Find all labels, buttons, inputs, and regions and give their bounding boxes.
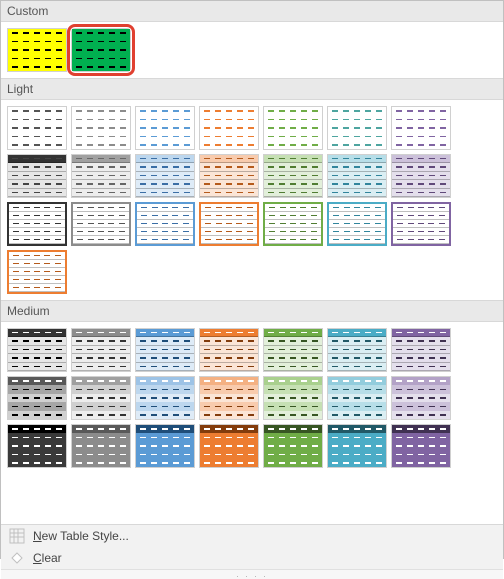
clear-item[interactable]: Clear <box>1 547 503 569</box>
table-style-light-border-orange[interactable] <box>199 202 259 246</box>
style-gallery-scroll[interactable]: Custom Light Medium <box>1 1 503 524</box>
table-style-med-band-gray[interactable] <box>71 376 131 420</box>
table-style-light-none-gray[interactable] <box>71 106 131 150</box>
new-table-style-item[interactable]: New Table Style... <box>1 525 503 547</box>
table-style-med-dark-green[interactable] <box>263 424 323 468</box>
table-style-custom-yellow[interactable] <box>7 28 67 72</box>
table-style-med-dark-blue[interactable] <box>135 424 195 468</box>
table-style-med-dark-purple[interactable] <box>391 424 451 468</box>
resize-grip[interactable]: . . . . <box>1 569 503 579</box>
table-style-med-dark-dark[interactable] <box>7 424 67 468</box>
table-style-custom-green[interactable] <box>71 28 131 72</box>
gallery-footer: New Table Style... Clear . . . . <box>1 524 503 579</box>
table-style-med-dark-teal[interactable] <box>327 424 387 468</box>
section-medium <box>1 322 503 474</box>
table-style-light-tint-blue[interactable] <box>135 154 195 198</box>
clear-label: Clear <box>33 551 62 565</box>
table-style-light-border-blue[interactable] <box>135 202 195 246</box>
table-style-med-band-orange[interactable] <box>199 376 259 420</box>
table-style-light-border-dark[interactable] <box>7 202 67 246</box>
section-custom <box>1 22 503 78</box>
section-header-light: Light <box>1 78 503 100</box>
table-style-med-hdr-green[interactable] <box>263 328 323 372</box>
table-style-light-none-orange[interactable] <box>199 106 259 150</box>
table-style-light-tint-orange[interactable] <box>199 154 259 198</box>
table-style-light-border-teal[interactable] <box>327 202 387 246</box>
table-style-light-tint-gray[interactable] <box>71 154 131 198</box>
table-style-light-tint-dark[interactable] <box>7 154 67 198</box>
table-style-med-hdr-dark[interactable] <box>7 328 67 372</box>
table-style-light-tint-teal[interactable] <box>327 154 387 198</box>
table-style-med-band-green[interactable] <box>263 376 323 420</box>
table-style-light-none-dark[interactable] <box>7 106 67 150</box>
new-table-style-label: New Table Style... <box>33 529 129 543</box>
table-style-med-band-dark[interactable] <box>7 376 67 420</box>
section-light <box>1 100 503 300</box>
table-style-light-none-green[interactable] <box>263 106 323 150</box>
table-style-med-hdr-gray[interactable] <box>71 328 131 372</box>
section-header-medium: Medium <box>1 300 503 322</box>
clear-icon <box>9 550 25 566</box>
table-style-light-none-blue[interactable] <box>135 106 195 150</box>
table-style-light-border-orange2[interactable] <box>7 250 67 294</box>
table-style-med-hdr-blue[interactable] <box>135 328 195 372</box>
table-style-med-hdr-teal[interactable] <box>327 328 387 372</box>
table-style-med-band-purple[interactable] <box>391 376 451 420</box>
section-header-custom: Custom <box>1 1 503 22</box>
table-style-light-none-purple[interactable] <box>391 106 451 150</box>
table-style-light-border-purple[interactable] <box>391 202 451 246</box>
table-style-light-none-teal[interactable] <box>327 106 387 150</box>
table-style-light-tint-purple[interactable] <box>391 154 451 198</box>
table-style-med-band-blue[interactable] <box>135 376 195 420</box>
table-style-light-border-green[interactable] <box>263 202 323 246</box>
table-style-light-tint-green[interactable] <box>263 154 323 198</box>
table-style-light-border-gray[interactable] <box>71 202 131 246</box>
table-style-med-band-teal[interactable] <box>327 376 387 420</box>
table-style-med-hdr-orange[interactable] <box>199 328 259 372</box>
table-style-med-hdr-purple[interactable] <box>391 328 451 372</box>
table-style-med-dark-orange[interactable] <box>199 424 259 468</box>
table-style-med-dark-gray[interactable] <box>71 424 131 468</box>
new-style-icon <box>9 528 25 544</box>
